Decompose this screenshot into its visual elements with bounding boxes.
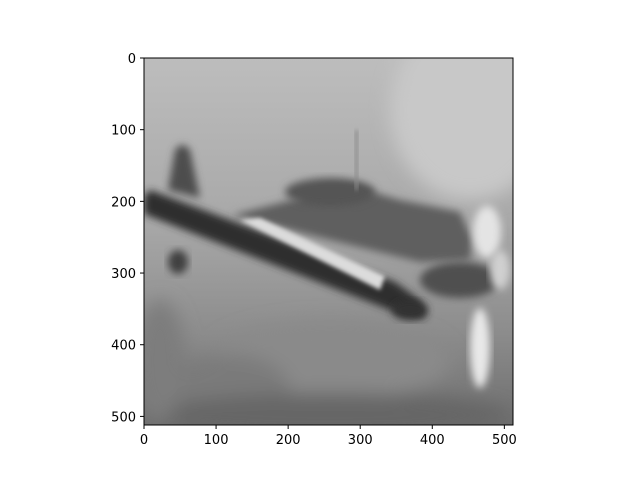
y-tick-label: 200 [111,195,136,210]
x-tick-label: 200 [276,433,301,448]
image-plot [144,58,513,425]
y-axis: 0 100 200 300 400 500 [111,52,144,425]
x-axis: 0 100 200 300 400 500 [140,425,517,448]
x-tick-label: 300 [348,433,373,448]
x-tick-label: 100 [204,433,229,448]
x-tick-label: 500 [492,433,517,448]
image-ground [144,300,510,425]
y-tick-label: 0 [128,52,136,67]
y-tick-label: 400 [111,339,136,354]
y-tick-label: 100 [111,124,136,139]
image-airplane [144,130,510,388]
x-tick-label: 400 [420,433,445,448]
y-tick-label: 500 [111,410,136,425]
image-sky-highlight [390,58,513,200]
axes-frame [143,57,514,426]
y-tick-label: 300 [111,267,136,282]
x-tick-label: 0 [140,433,148,448]
